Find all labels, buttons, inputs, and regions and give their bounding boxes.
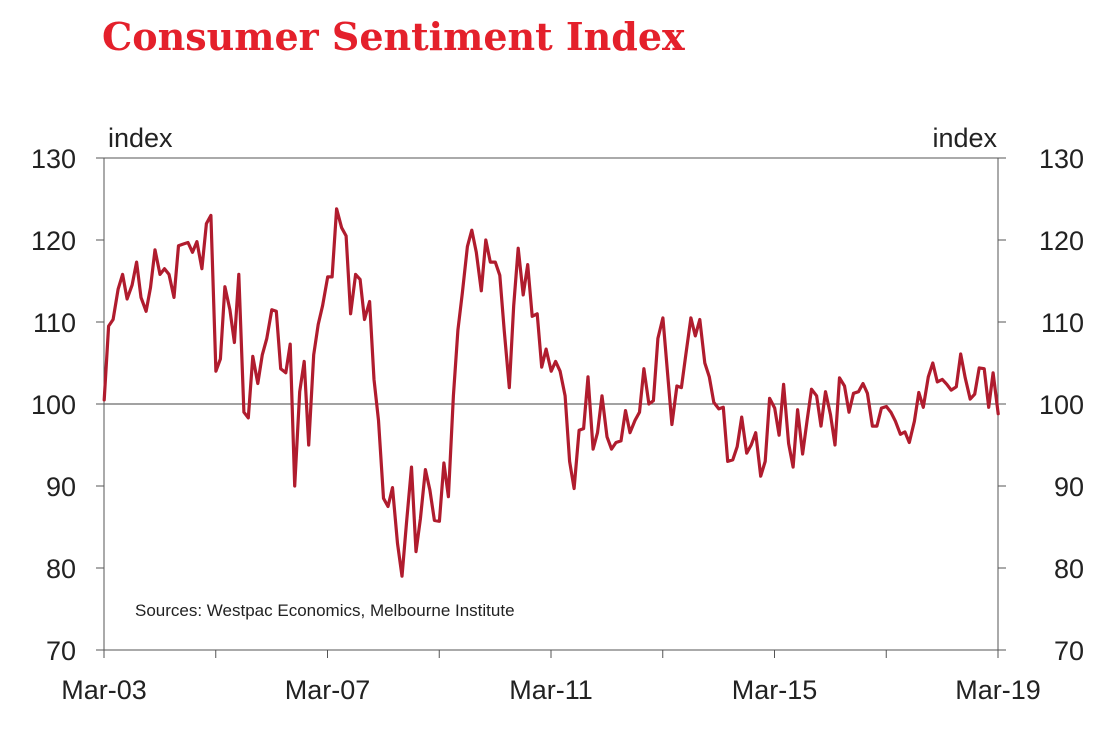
- y-tick-label-right: 80: [1054, 554, 1084, 584]
- y-tick-label-right: 90: [1054, 472, 1084, 502]
- source-note: Sources: Westpac Economics, Melbourne In…: [135, 601, 515, 620]
- y-tick-label-right: 100: [1039, 390, 1084, 420]
- y-tick-label-left: 80: [46, 554, 76, 584]
- series-line-consumer-sentiment: [102, 207, 1000, 578]
- x-tick-label: Mar-07: [285, 675, 371, 705]
- y-unit-label-right: index: [932, 123, 997, 153]
- x-tick-label: Mar-19: [955, 675, 1041, 705]
- y-tick-label-left: 90: [46, 472, 76, 502]
- y-tick-label-right: 120: [1039, 226, 1084, 256]
- y-tick-label-left: 130: [31, 144, 76, 174]
- y-unit-label-left: index: [108, 123, 173, 153]
- x-tick-label: Mar-11: [509, 675, 593, 705]
- y-tick-label-right: 130: [1039, 144, 1084, 174]
- y-tick-label-left: 100: [31, 390, 76, 420]
- y-tick-label-left: 120: [31, 226, 76, 256]
- series-layer: [102, 207, 1000, 578]
- x-tick-label: Mar-03: [61, 675, 147, 705]
- x-tick-label: Mar-15: [732, 675, 818, 705]
- y-tick-label-right: 70: [1054, 636, 1084, 666]
- y-tick-label-right: 110: [1041, 308, 1084, 338]
- chart-title: Consumer Sentiment Index: [102, 14, 685, 59]
- y-tick-label-left: 70: [46, 636, 76, 666]
- labels-layer: index index Sources: Westpac Economics, …: [31, 123, 1084, 705]
- y-tick-label-left: 110: [33, 308, 76, 338]
